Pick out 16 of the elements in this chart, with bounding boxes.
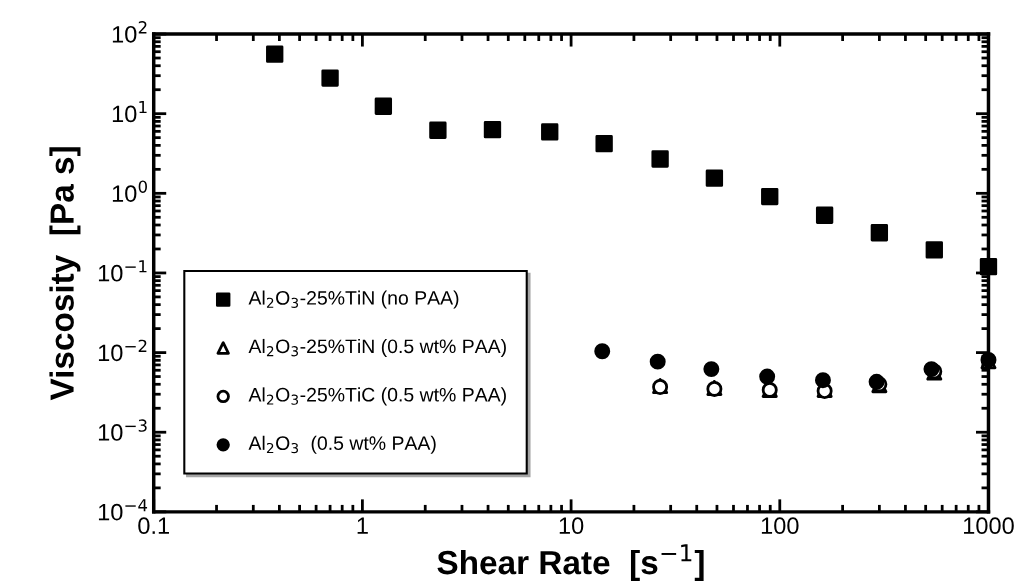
x-tick-label: 10: [559, 517, 584, 535]
x-axis-title: Shear Rate [s$^{−1}$]: [437, 544, 704, 581]
legend-label: Al$_{2}$O$_{3}$-25%TiN (no PAA): [248, 290, 459, 309]
legend-label: Al$_{2}$O$_{3}$-25%TiN (0.5 wt% PAA): [248, 338, 506, 358]
y-tick-label: 10$^{1}$: [112, 100, 147, 123]
legend-label: Al$_{2}$O$_{3}$-25%TiC (0.5 wt% PAA): [248, 387, 506, 406]
x-tick-label: 100: [761, 517, 799, 535]
y-tick-label: 10$^{−3}$: [98, 419, 147, 441]
legend-label: Al$_{2}$O$_{3}$ (0.5 wt% PAA): [248, 435, 436, 454]
x-tick-label: 1000: [964, 517, 1014, 535]
y-tick-label: 10$^{−1}$: [98, 260, 147, 282]
x-tick-label: 1: [357, 517, 368, 534]
y-tick-label: 10$^{−2}$: [98, 339, 147, 362]
y-tick-label: 10$^{2}$: [112, 21, 147, 43]
y-tick-label: 10$^{0}$: [112, 180, 147, 202]
y-axis-title: Viscosity [Pa s]: [49, 147, 81, 401]
